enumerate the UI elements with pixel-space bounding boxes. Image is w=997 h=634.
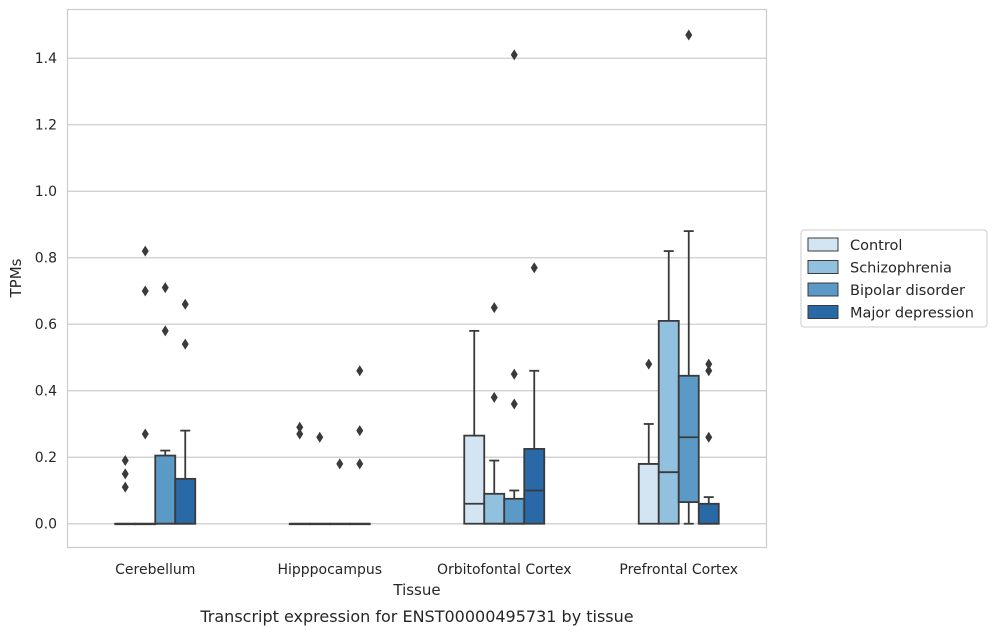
y-tick-label: 0.4 <box>35 384 57 400</box>
legend-frame <box>800 229 988 328</box>
outlier-point <box>296 421 304 433</box>
box-major-depression <box>523 262 546 525</box>
legend-swatch <box>807 305 839 319</box>
y-tick-label: 0.0 <box>35 517 57 533</box>
box-body <box>697 502 720 525</box>
box-schizophrenia <box>483 302 506 525</box>
box-series <box>114 29 720 526</box>
y-tick-label: 0.2 <box>35 450 57 466</box>
y-tick-labels: 0.0 0.2 0.4 0.6 0.8 1.0 1.2 1.4 <box>35 51 57 533</box>
x-axis-label: Tissue <box>392 581 440 599</box>
box-body <box>483 492 506 525</box>
box-body <box>463 434 486 525</box>
box-control <box>637 358 660 525</box>
outlier-point <box>705 365 713 377</box>
legend-swatch <box>807 282 839 297</box>
box-bipolar-disorder <box>677 29 700 525</box>
box-bipolar-disorder <box>154 282 177 525</box>
box-major-depression <box>174 298 197 525</box>
legend-swatch <box>807 237 839 252</box>
box-control <box>463 329 486 525</box>
outlier-point <box>490 302 498 314</box>
chart-caption: Transcript expression for ENST0000049573… <box>199 607 633 626</box>
box-major-depression <box>697 358 720 525</box>
outlier-point <box>296 428 304 440</box>
outlier-point <box>356 365 364 377</box>
outlier-point <box>141 285 149 297</box>
x-tick-label: Orbitofontal Cortex <box>437 562 572 578</box>
outlier-point <box>530 262 538 274</box>
outlier-point <box>510 398 518 410</box>
box-body <box>154 454 177 525</box>
box-body <box>523 448 546 525</box>
outlier-point <box>121 455 129 467</box>
outlier-point <box>705 358 713 370</box>
outlier-point <box>336 458 344 470</box>
outlier-point <box>161 282 169 294</box>
outlier-point <box>181 298 189 310</box>
outlier-point <box>645 358 653 370</box>
legend-label: Control <box>850 238 902 254</box>
box-bipolar-disorder <box>328 458 351 526</box>
box-body <box>677 374 700 504</box>
outlier-point <box>121 468 129 480</box>
outlier-point <box>161 325 169 337</box>
y-tick-label: 1.2 <box>35 118 57 134</box>
x-tick-label: Cerebellum <box>115 562 195 578</box>
y-tick-label: 1.4 <box>35 51 57 67</box>
outlier-point <box>705 431 713 443</box>
box-body <box>657 319 680 525</box>
x-tick-label: Hipppocampus <box>277 562 382 578</box>
plot-area-frame <box>66 8 768 549</box>
y-tick-label: 0.8 <box>35 251 57 267</box>
legend-label: Bipolar disorder <box>850 283 965 299</box>
legend-label: Schizophrenia <box>850 261 952 277</box>
outlier-point <box>356 458 364 470</box>
y-tick-label: 1.0 <box>35 184 57 200</box>
box-bipolar-disorder <box>503 49 526 525</box>
outlier-point <box>141 428 149 440</box>
outlier-point <box>510 49 518 61</box>
y-gridlines <box>68 57 766 525</box>
y-tick-label: 0.6 <box>35 317 57 333</box>
outlier-point <box>121 481 129 493</box>
y-axis-label: TPMs <box>7 258 25 298</box>
box-control <box>288 421 311 526</box>
box-body <box>503 497 526 525</box>
outlier-point <box>141 245 149 257</box>
box-schizophrenia <box>134 245 157 526</box>
legend: Control Schizophrenia Bipolar disorder Majo… <box>800 229 988 328</box>
box-schizophrenia <box>657 250 680 525</box>
outlier-point <box>316 431 324 443</box>
legend-swatch <box>807 260 839 274</box>
outlier-point <box>490 391 498 403</box>
box-body <box>637 462 660 525</box>
outlier-point <box>685 29 693 41</box>
legend-label: Major depression <box>850 306 974 322</box>
outlier-point <box>181 338 189 350</box>
box-major-depression <box>348 365 371 526</box>
outlier-point <box>356 425 364 437</box>
outlier-point <box>510 368 518 380</box>
box-schizophrenia <box>308 431 331 526</box>
x-tick-label: Prefrontal Cortex <box>619 562 738 578</box>
x-tick-labels: Cerebellum Hipppocampus Orbitofontal Corte… <box>115 562 738 578</box>
box-body <box>174 477 197 525</box>
box-control <box>114 455 137 526</box>
